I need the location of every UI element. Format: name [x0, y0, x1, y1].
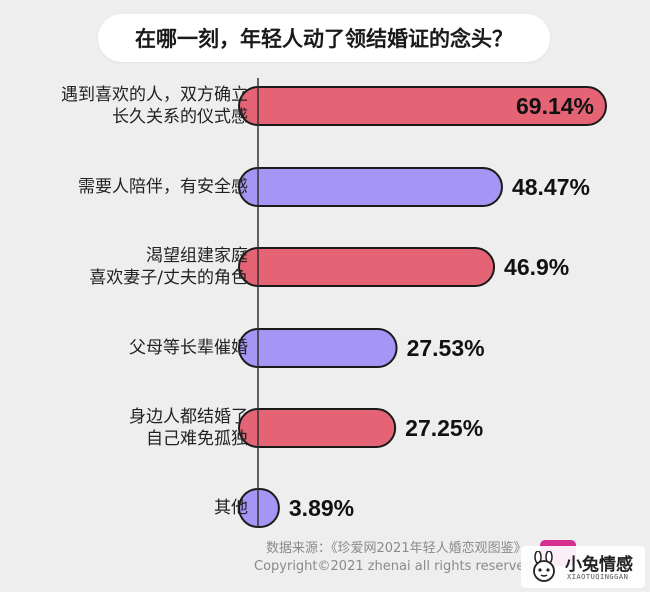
footer-source: 数据来源：《珍爱网2021年轻人婚恋观图鉴》 [266, 541, 527, 556]
footer-copyright: Copyright©2021 zhenai all rights reserve… [254, 559, 533, 574]
bar-4 [238, 408, 397, 448]
category-label-4-1: 自己难免孤独 [146, 429, 248, 449]
value-label-5: 3.89% [289, 495, 354, 521]
category-label-2-1: 喜欢妻子/丈夫的角色 [89, 268, 248, 288]
category-label-4-0: 身边人都结婚了 [129, 407, 248, 427]
value-label-0: 69.14% [516, 93, 594, 119]
watermark-subtext: XIAOTUQINGGAN [567, 573, 629, 581]
value-label-1: 48.47% [512, 174, 590, 200]
bar-2 [238, 247, 496, 287]
category-label-0-1: 长久关系的仪式感 [112, 107, 248, 127]
value-label-4: 27.25% [405, 415, 483, 441]
category-label-3-0: 父母等长辈催婚 [129, 338, 248, 358]
watermark-text: 小兔情感 [565, 555, 633, 575]
bar-5 [238, 488, 280, 528]
rabbit-icon [533, 551, 555, 582]
chart-title: 在哪一刻，年轻人动了领结婚证的念头？ [135, 27, 513, 51]
value-label-2: 46.9% [504, 254, 569, 280]
value-label-3: 27.53% [407, 335, 485, 361]
title-pill: 在哪一刻，年轻人动了领结婚证的念头？ [98, 14, 550, 62]
category-label-5-0: 其他 [214, 498, 248, 518]
bar-1 [238, 167, 503, 207]
category-label-1-0: 需要人陪伴，有安全感 [78, 177, 248, 197]
category-label-0-0: 遇到喜欢的人，双方确立 [61, 85, 248, 105]
bar-0 [238, 86, 607, 126]
watermark: 小兔情感 XIAOTUQINGGAN [521, 546, 645, 588]
category-label-2-0: 渴望组建家庭 [146, 246, 248, 266]
bar-3 [238, 328, 398, 368]
